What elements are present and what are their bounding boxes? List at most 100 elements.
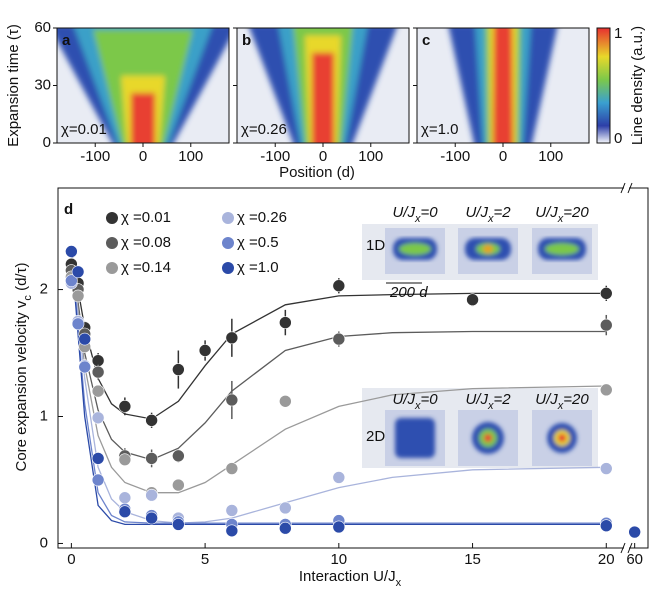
x-tick-label: 100 [538,148,563,165]
y-tick-label: 2 [40,281,48,298]
y-axis-label-part: c [22,295,34,301]
data-point [65,274,78,287]
data-point [332,520,346,534]
inset-label: U/Jx=2 [465,391,511,412]
heatmap-layer [131,93,155,143]
legend-marker [106,212,118,224]
legend-label: χ =0.26 [237,209,287,226]
x-axis-label: Position (d) [279,164,355,181]
fit-line [70,251,607,526]
data-point [78,332,92,346]
data-point [279,316,292,329]
x-tick-label: 0 [319,148,327,165]
data-point [91,365,105,379]
data-point [91,473,105,487]
axis-break [627,542,633,554]
data-point [332,332,346,346]
data-point [599,287,613,300]
data-point [628,525,641,539]
inset-label-part: =0 [420,204,438,221]
y-tick-label: 0 [43,134,51,151]
inset-label-part: x [414,400,421,412]
heatmap-layer [493,28,513,143]
heatmap-layers [448,28,558,143]
data-point [332,471,346,484]
legend-marker [222,212,234,224]
x-tick-label: -100 [440,148,470,165]
x-tick-label: -100 [80,148,110,165]
inset-label: U/Jx=0 [392,204,438,225]
data-point [78,360,92,374]
colorbar-tick-label: 0 [614,130,622,147]
data-point [466,293,479,307]
data-point [599,519,613,532]
panel-annotation: χ=0.26 [241,121,287,138]
data-point [198,344,212,357]
legend-label: χ =1.0 [237,259,279,276]
colorbar-tick-label: 1 [614,25,622,42]
data-point [145,452,158,465]
x-tick-label: 20 [598,551,615,568]
y-tick-label: 30 [34,76,51,93]
inset-row-label: 2D [366,428,385,445]
inset-label-part: U/J [392,204,415,221]
data-point [225,393,239,407]
panel-label: d [64,201,73,218]
legend-label: χ =0.5 [237,234,279,251]
inset-label-part: x [557,213,564,225]
x-tick-label: 100 [178,148,203,165]
heatmap-layers [249,28,397,143]
data-point [172,518,185,531]
x-axis-label-part: x [396,577,402,589]
legend-marker [222,262,234,274]
data-point [65,245,78,258]
data-point [91,384,105,398]
inset-1d [362,224,598,284]
inset-label-part: U/J [465,391,488,408]
data-point [91,411,105,425]
inset-label-part: x [487,213,494,225]
x-tick-label: 5 [201,551,209,568]
data-point [225,331,239,345]
x-tick-label: 0 [499,148,507,165]
data-point [279,501,292,515]
panel-annotation: χ=1.0 [421,121,459,138]
legend-marker [106,237,118,249]
x-tick-label: 15 [464,551,481,568]
data-point [118,491,132,505]
plot-frame [57,187,649,549]
data-point [118,453,132,466]
y-axis-label: Expansion time (τ) [5,24,22,147]
heatmap-layers [57,28,229,143]
data-point [145,511,158,525]
data-point [118,505,132,519]
x-tick-label: 60 [626,551,643,568]
x-tick-label: -100 [260,148,290,165]
y-tick-label: 0 [40,534,48,551]
y-axis-label-part: Core expansion velocity v [13,300,30,471]
data-point [279,394,292,408]
inset-label-part: x [414,213,421,225]
inset-label-part: x [557,400,564,412]
data-point [118,400,132,413]
data-point [599,383,613,397]
data-point [599,318,613,332]
inset-label: U/Jx=2 [465,204,511,225]
x-tick-label: 0 [139,148,147,165]
axis-break [620,182,626,194]
inset-label-part: U/J [535,391,558,408]
inset-label-part: =20 [563,391,589,408]
inset-blobs [395,418,577,458]
inset-label-part: x [487,400,494,412]
heatmap [448,28,558,143]
heatmap [249,28,397,143]
panel-label: a [62,32,71,49]
inset-2d [362,388,598,468]
data-point [145,488,158,502]
y-axis-label: Core expansion velocity vc (d/τ) [13,262,34,471]
data-point [172,363,185,376]
data-point [599,462,613,475]
axis-break-gap [624,185,629,191]
inset-label: U/Jx=20 [535,204,589,225]
